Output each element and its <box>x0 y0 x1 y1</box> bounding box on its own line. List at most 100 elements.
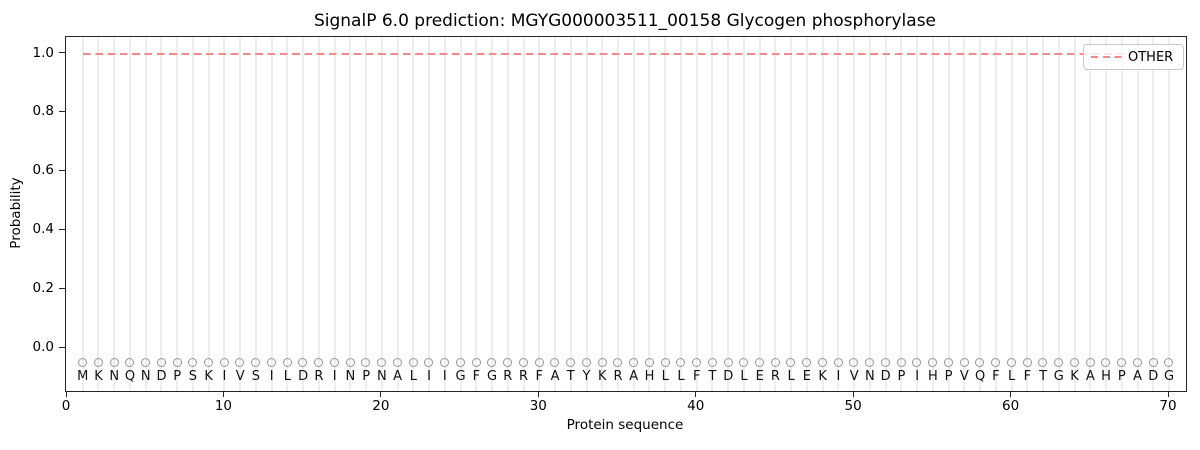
residue-marker-circle <box>1117 358 1127 368</box>
residue-gridline <box>1168 37 1170 391</box>
residue-letter: R <box>770 369 780 384</box>
residue-gridline <box>585 37 588 391</box>
y-tick-mark <box>59 287 65 289</box>
residue-letter: V <box>235 369 245 384</box>
residue-gridline <box>805 37 808 391</box>
residue-gridline <box>1136 37 1139 391</box>
residue-gridline <box>1073 37 1076 391</box>
x-tick-label: 40 <box>687 398 705 414</box>
residue-letter: G <box>1053 369 1064 384</box>
residue-gridline <box>333 37 336 391</box>
residue-gridline <box>994 37 997 391</box>
residue-gridline <box>1010 37 1013 391</box>
residue-gridline <box>963 37 966 391</box>
residue-letter: L <box>661 369 669 384</box>
chart-title: SignalP 6.0 prediction: MGYG000003511_00… <box>313 11 937 31</box>
residue-gridline <box>554 37 557 391</box>
residue-letter: D <box>298 369 309 384</box>
residue-gridline <box>223 37 226 391</box>
residue-letter: T <box>708 369 717 384</box>
residue-marker-circle <box>298 358 308 368</box>
residue-gridline <box>868 37 871 391</box>
residue-gridline <box>664 37 667 391</box>
residue-gridline <box>365 37 368 391</box>
residue-gridline <box>569 37 572 391</box>
residue-letter: L <box>283 369 292 384</box>
residue-marker-circle <box>550 358 560 368</box>
residue-letter: K <box>1070 369 1079 384</box>
residue-marker-circle <box>518 358 528 368</box>
residue-marker-circle <box>597 358 607 368</box>
residue-marker-circle <box>471 358 481 368</box>
residue-marker-circle <box>1054 358 1064 368</box>
residue-letter: L <box>740 369 748 384</box>
residue-letter: D <box>1148 369 1159 384</box>
residue-marker-circle <box>802 358 812 368</box>
residue-marker-circle <box>786 358 796 368</box>
residue-marker-circle <box>1038 358 1048 368</box>
residue-marker-circle <box>219 358 229 368</box>
residue-letter: P <box>1117 369 1126 384</box>
residue-marker-circle <box>503 358 513 368</box>
residue-marker-circle <box>959 358 969 368</box>
other-probability-line <box>82 52 1169 55</box>
residue-letter: L <box>409 369 417 384</box>
residue-gridline <box>475 37 478 391</box>
residue-gridline <box>522 37 525 391</box>
residue-gridline <box>286 37 289 391</box>
residue-letter: N <box>140 369 151 384</box>
residue-marker-circle <box>707 358 717 368</box>
residue-gridline <box>144 37 147 391</box>
residue-marker-circle <box>817 358 827 368</box>
residue-gridline <box>302 37 305 391</box>
residue-marker-circle <box>329 358 339 368</box>
residue-gridline <box>239 37 242 391</box>
residue-gridline <box>380 37 383 391</box>
x-tick-label: 0 <box>61 398 71 414</box>
residue-letter: D <box>156 369 167 384</box>
residue-letter: Y <box>582 369 591 384</box>
residue-letter: V <box>849 369 859 384</box>
residue-marker-circle <box>770 358 780 368</box>
residue-letter: L <box>1007 369 1016 384</box>
residue-letter: F <box>535 369 544 384</box>
residue-letter: A <box>1085 369 1095 384</box>
residue-letter: I <box>222 369 227 384</box>
residue-marker-circle <box>266 358 276 368</box>
residue-gridline <box>317 37 320 391</box>
residue-gridline <box>254 37 257 391</box>
residue-letter: T <box>1039 369 1048 384</box>
residue-letter: L <box>677 369 685 384</box>
residue-marker-circle <box>912 358 922 368</box>
residue-marker-circle <box>566 358 576 368</box>
residue-marker-circle <box>282 358 292 368</box>
residue-letter: V <box>959 369 969 384</box>
residue-gridline <box>742 37 745 391</box>
y-tick-label: 0.2 <box>32 280 54 297</box>
residue-marker-circle <box>235 358 245 368</box>
y-tick-mark <box>59 52 65 54</box>
residue-marker-circle <box>1164 358 1174 368</box>
residue-gridline <box>428 37 431 391</box>
residue-letter: K <box>818 369 827 384</box>
legend-other-line-sample <box>1091 56 1122 58</box>
residue-gridline <box>506 37 509 391</box>
residue-marker-circle <box>1022 358 1032 368</box>
residue-gridline <box>113 37 116 391</box>
residue-gridline <box>97 37 100 391</box>
residue-letter: L <box>787 369 795 384</box>
residue-marker-circle <box>991 358 1001 368</box>
residue-marker-circle <box>487 358 497 368</box>
residue-marker-circle <box>408 358 418 368</box>
residue-gridline <box>695 37 698 391</box>
residue-letter: S <box>188 369 198 384</box>
residue-letter: P <box>362 369 371 384</box>
x-tick-mark <box>852 391 854 397</box>
residue-marker-circle <box>833 358 843 368</box>
residue-marker-circle <box>629 358 639 368</box>
legend-other-label: OTHER <box>1128 49 1174 65</box>
residue-letter: G <box>1163 369 1175 384</box>
residue-gridline <box>1026 37 1029 391</box>
residue-marker-circle <box>739 358 749 368</box>
